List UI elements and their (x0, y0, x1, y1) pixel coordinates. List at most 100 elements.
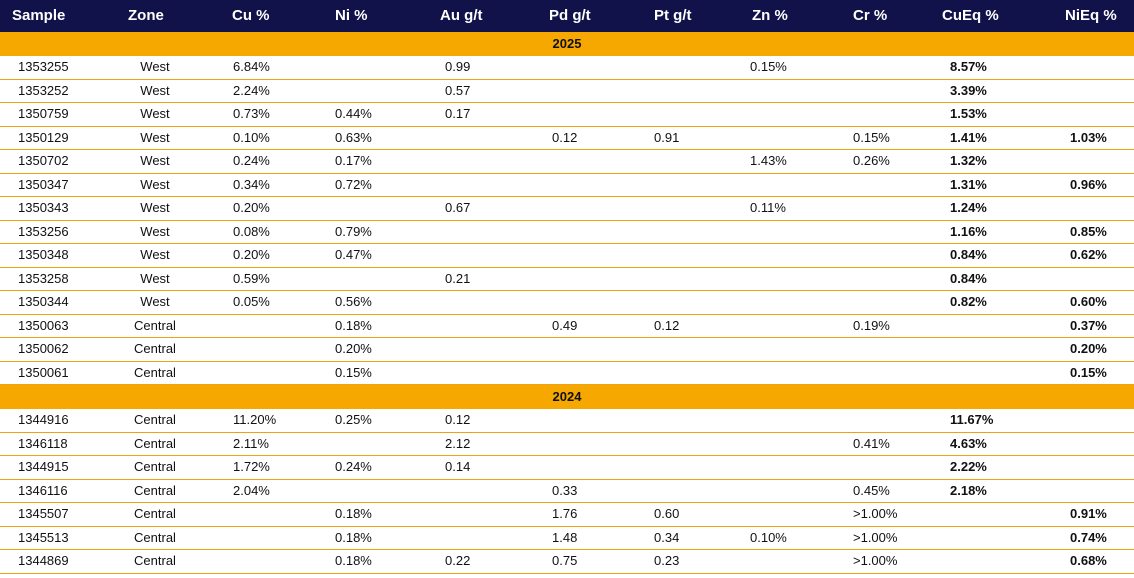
table-cell: 1.76 (552, 506, 578, 521)
table-cell: 0.63% (335, 129, 372, 145)
table-cell: 1353255 (18, 59, 69, 74)
table-cell: 0.12 (552, 129, 578, 145)
table-cell: 1.03% (1070, 129, 1107, 145)
table-cell: 0.18% (335, 317, 372, 333)
table-cell: 0.18% (335, 529, 372, 545)
table-cell: 0.74% (1070, 529, 1107, 545)
table-cell: West (140, 106, 170, 121)
table-cell: 11.67% (950, 412, 994, 427)
table-cell: 8.57% (950, 59, 987, 74)
table-cell: 0.11% (750, 200, 786, 215)
table-cell: 1346116 (18, 482, 68, 498)
table-cell: West (140, 59, 170, 74)
table-cell: 0.26% (853, 153, 890, 168)
table-cell: 0.05% (233, 294, 270, 309)
table-cell: 1350343 (18, 200, 69, 215)
table-cell: 0.23 (654, 553, 680, 568)
table-cell: 1350344 (18, 294, 69, 309)
table-row: 1353252 West 2.24% 0.57 3.39% (0, 80, 1134, 103)
table-cell: 0.12 (445, 412, 471, 427)
table-cell: 3.39% (950, 82, 987, 98)
table-cell: Central (134, 482, 176, 498)
table-cell: 0.34 (654, 529, 680, 545)
table-cell: West (140, 223, 170, 239)
table-cell: Central (134, 412, 176, 427)
table-cell: 1.72% (233, 459, 270, 474)
table-cell: 0.08% (233, 223, 270, 239)
table-row: 1346118 Central 2.11% 2.12 0.41% 4.63% (0, 433, 1134, 456)
table-cell: 1.48 (552, 529, 578, 545)
table-cell: Central (134, 364, 176, 380)
table-cell: 1350061 (18, 364, 69, 380)
table-cell: 0.41% (853, 435, 890, 451)
table-cell: 0.10% (233, 129, 270, 145)
table-cell: Central (134, 553, 176, 568)
table-cell: 0.75 (552, 553, 578, 568)
table-cell: 1.16% (950, 223, 987, 239)
table-cell: West (140, 270, 170, 286)
table-cell: 1353256 (18, 223, 69, 239)
table-cell: 0.45% (853, 482, 890, 498)
table-row: 1345513 Central 0.18% 1.48 0.34 0.10% >1.00% 0.… (0, 527, 1134, 550)
table-row: 1350343 West 0.20% 0.67 0.11% 1.24% (0, 197, 1134, 221)
table-cell: 1.32% (950, 153, 987, 168)
table-cell: 1344869 (18, 553, 69, 568)
table-cell: 2.18% (950, 482, 987, 498)
table-cell: Central (134, 435, 176, 451)
table-cell: 0.47% (335, 247, 372, 262)
table-cell: West (140, 129, 170, 145)
table-cell: 1.31% (950, 176, 987, 192)
table-cell: 0.49 (552, 317, 578, 333)
table-cell: 0.84% (950, 247, 987, 262)
table-cell: 6.84% (233, 59, 270, 74)
table-cell: 1346118 (18, 435, 68, 451)
header-row: Sample Zone Cu % Ni % Au g/t Pd g/t Pt g/t Zn %… (0, 0, 1134, 32)
table-cell: 1350347 (18, 176, 69, 192)
column-header: Au g/t (440, 7, 483, 24)
table-cell: 0.57 (445, 82, 471, 98)
table-row: 1345507 Central 0.18% 1.76 0.60 >1.00% 0.91% (0, 503, 1134, 527)
table-cell: 2.22% (950, 459, 987, 474)
table-cell: 0.12 (654, 317, 680, 333)
table-row: 1353255 West 6.84% 0.99 0.15% 8.57% (0, 56, 1134, 80)
table-cell: 4.63% (950, 435, 987, 451)
column-header: Sample (12, 7, 66, 24)
table-row: 1350759 West 0.73% 0.44% 0.17 1.53% (0, 103, 1134, 127)
table-cell: 0.34% (233, 176, 270, 192)
table-cell: 0.24% (335, 459, 372, 474)
table-cell: West (140, 153, 170, 168)
table-cell: 1344916 (18, 412, 69, 427)
section-header: 2024 (0, 385, 1134, 409)
table-row: 1350062 Central 0.20% 0.20% (0, 338, 1134, 362)
table-cell: 1353258 (18, 270, 69, 286)
table-cell: 1.43% (750, 153, 787, 168)
table-cell: 1345507 (18, 506, 69, 521)
table-cell: 0.18% (335, 506, 372, 521)
table-cell: 0.99 (445, 59, 471, 74)
table-cell: Central (134, 529, 176, 545)
table-row: 1344916 Central 11.20% 0.25% 0.12 11.67% (0, 409, 1134, 433)
table-cell: 0.44% (335, 106, 372, 121)
table-row: 1353256 West 0.08% 0.79% 1.16% 0.85% (0, 221, 1134, 244)
table-row: 1344869 Central 0.18% 0.22 0.75 0.23 >1.00% 0.6… (0, 550, 1134, 574)
table-row: 1353258 West 0.59% 0.21 0.84% (0, 268, 1134, 291)
table-cell: 0.91 (654, 129, 680, 145)
table-cell: 0.15% (750, 59, 787, 74)
table-cell: >1.00% (853, 506, 898, 521)
table-cell: 2.12 (445, 435, 471, 451)
column-header: Pt g/t (654, 7, 692, 24)
table-cell: 0.56% (335, 294, 372, 309)
table-cell: >1.00% (853, 553, 898, 568)
table-cell: 0.15% (335, 364, 372, 380)
table-cell: West (140, 294, 170, 309)
table-cell: Central (134, 317, 176, 333)
table-cell: 1.24% (950, 200, 987, 215)
table-cell: 0.62% (1070, 247, 1107, 262)
table-cell: 0.79% (335, 223, 372, 239)
table-cell: 0.19% (853, 317, 890, 333)
table-cell: West (140, 176, 170, 192)
table-cell: 2.24% (233, 82, 270, 98)
table-cell: 1350759 (18, 106, 69, 121)
table-cell: Central (134, 459, 176, 474)
